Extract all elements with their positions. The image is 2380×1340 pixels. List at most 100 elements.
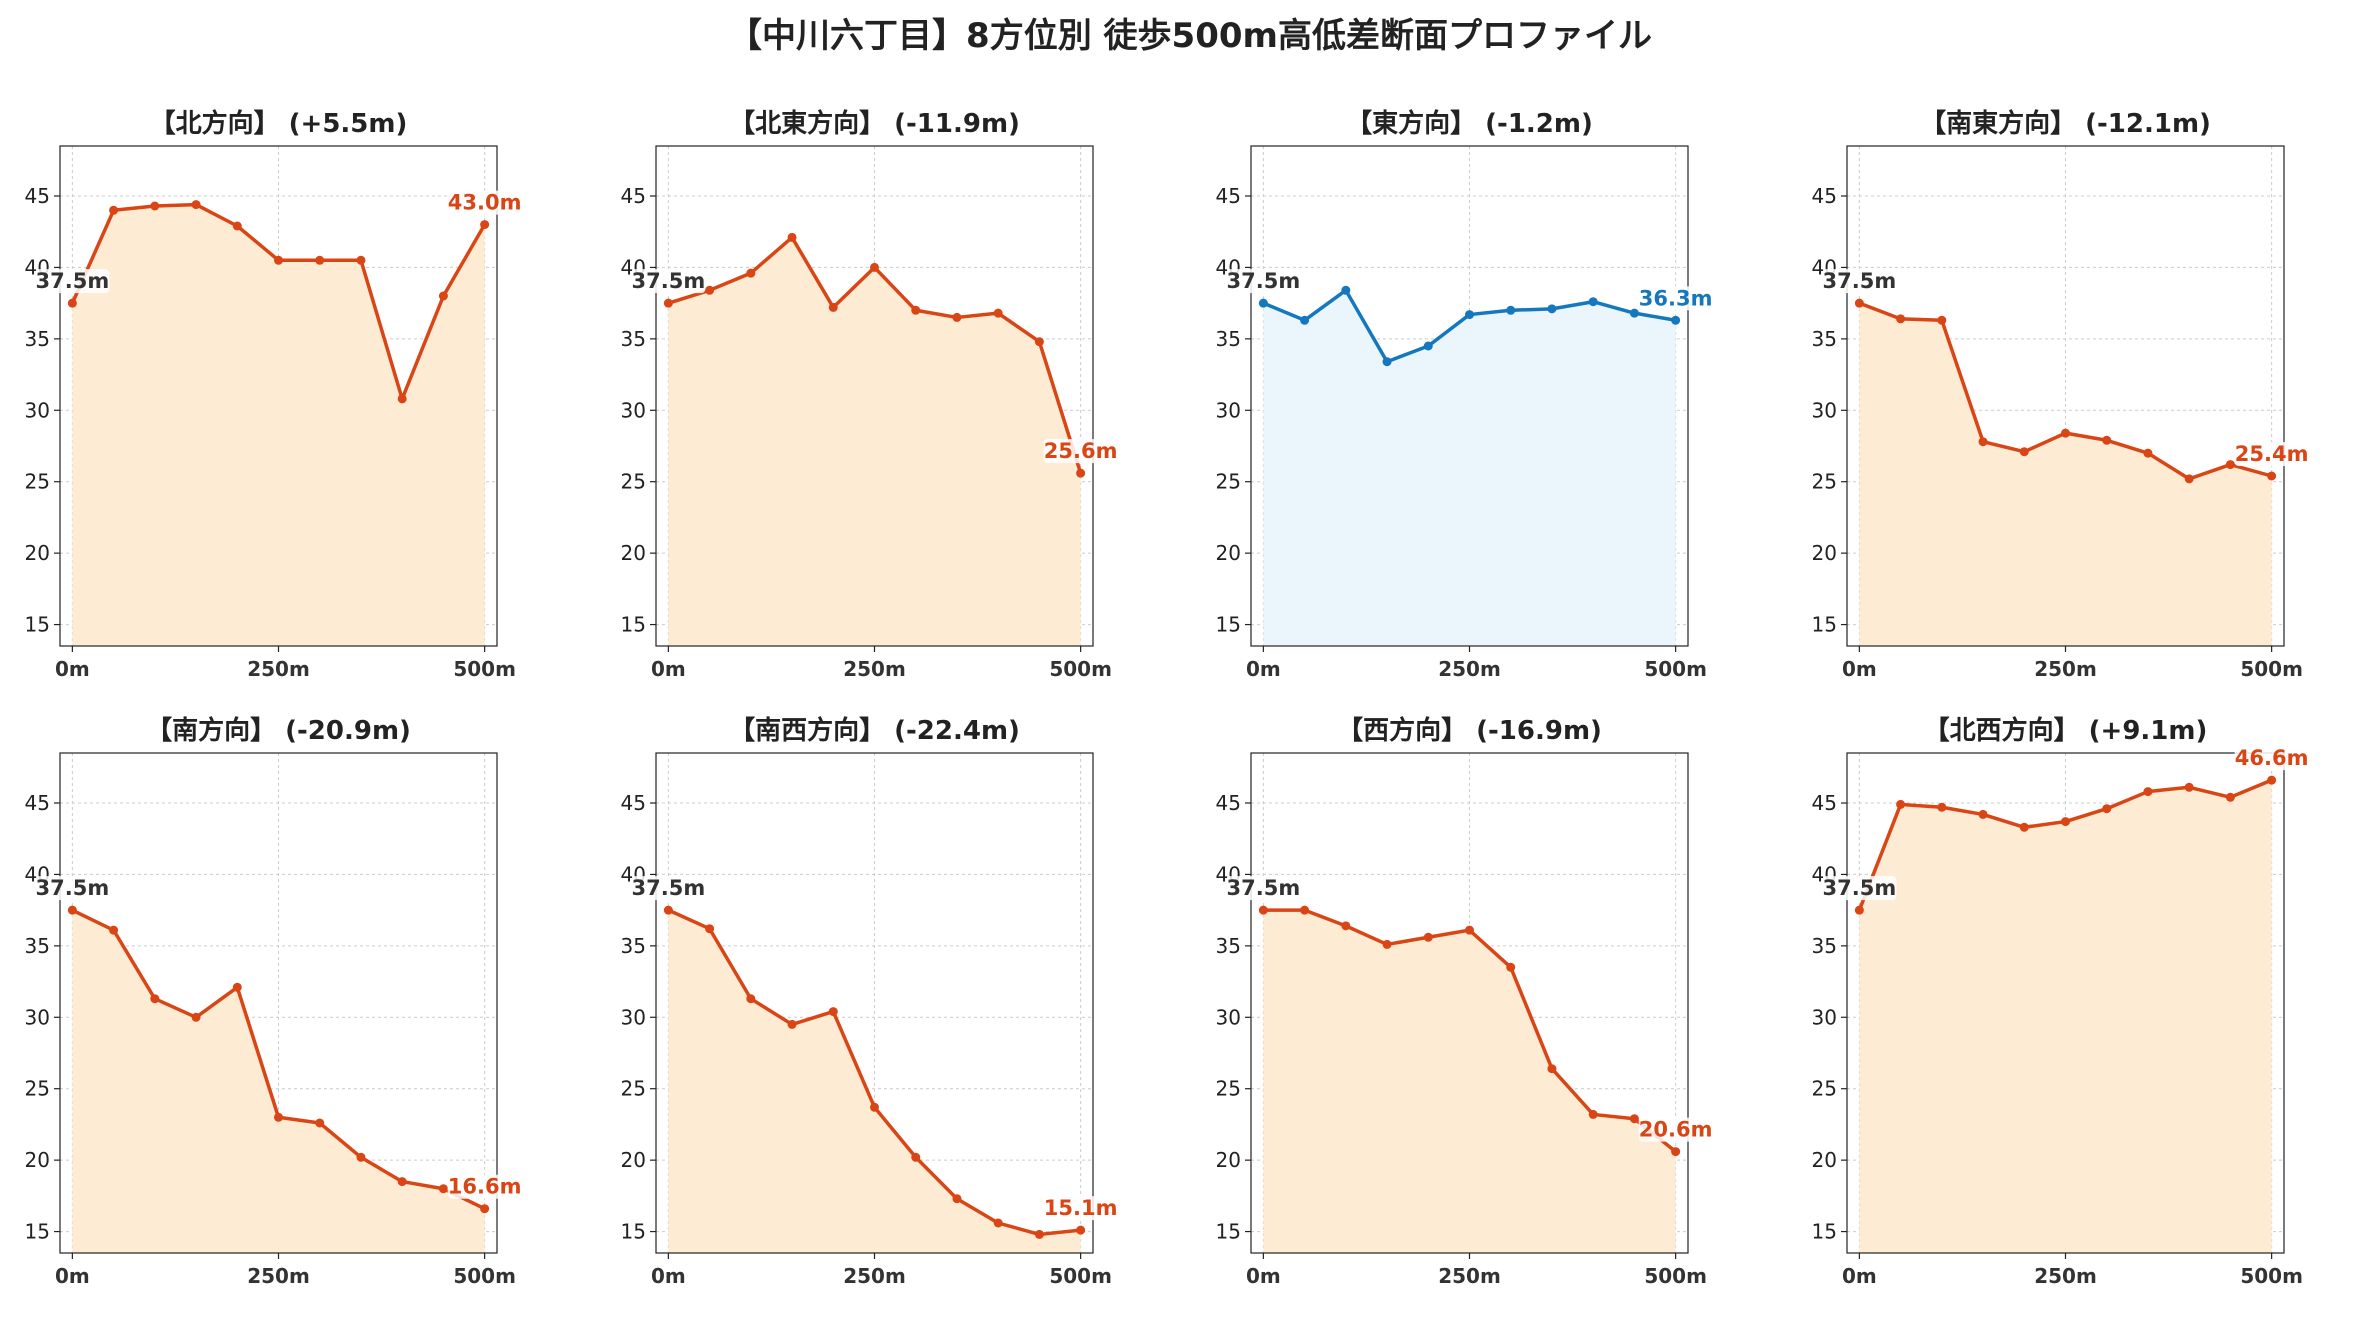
start-label: 37.5m	[36, 269, 110, 293]
y-tick-label: 35	[25, 327, 50, 351]
data-point	[109, 925, 119, 935]
data-point	[911, 305, 921, 315]
data-point	[1937, 802, 1947, 812]
y-tick-label: 20	[621, 541, 646, 565]
y-tick-label: 30	[1216, 398, 1241, 422]
start-label: 37.5m	[36, 876, 110, 900]
x-tick-label: 500m	[2240, 1264, 2303, 1288]
area-fill	[1263, 290, 1676, 646]
data-point	[1300, 315, 1310, 325]
data-point	[1423, 932, 1433, 942]
end-label-bg	[447, 1174, 522, 1199]
data-point	[993, 308, 1003, 318]
data-point	[1341, 285, 1351, 295]
panel-title: 【北方向】 (+5.5m)	[150, 108, 408, 139]
data-point	[1258, 905, 1268, 915]
data-point	[705, 924, 715, 934]
start-label-bg	[35, 876, 110, 901]
x-tick-label: 500m	[453, 657, 516, 681]
data-point	[438, 1184, 448, 1194]
data-point	[150, 201, 160, 211]
data-point	[1258, 298, 1268, 308]
data-point	[480, 1204, 490, 1214]
data-point	[1671, 315, 1681, 325]
y-tick-label: 20	[25, 541, 50, 565]
data-point	[1671, 1147, 1681, 1157]
y-tick-label: 45	[621, 791, 646, 815]
area-fill	[1859, 780, 2272, 1253]
panel-title: 【西方向】 (-16.9m)	[1337, 715, 1602, 746]
panel-title: 【東方向】 (-1.2m)	[1346, 108, 1593, 139]
end-label-bg	[1043, 439, 1118, 464]
data-point	[1854, 298, 1864, 308]
data-point	[1034, 1229, 1044, 1239]
panel-title: 【北東方向】 (-11.9m)	[729, 108, 1020, 139]
x-tick-label: 250m	[2034, 1264, 2097, 1288]
data-point	[1896, 799, 1906, 809]
panel-title: 【南西方向】 (-22.4m)	[729, 715, 1020, 746]
data-point	[1382, 357, 1392, 367]
end-label-bg	[2234, 746, 2309, 771]
y-tick-label: 45	[621, 184, 646, 208]
y-tick-label: 25	[621, 470, 646, 494]
data-point	[1937, 315, 1947, 325]
data-point	[1506, 962, 1516, 972]
start-label-bg	[631, 269, 706, 294]
y-tick-label: 45	[1216, 791, 1241, 815]
y-tick-label: 25	[1216, 1077, 1241, 1101]
data-point	[1076, 468, 1086, 478]
data-point	[397, 394, 407, 404]
x-tick-label: 500m	[1049, 657, 1112, 681]
end-label-bg	[447, 190, 522, 215]
data-point	[952, 312, 962, 322]
y-tick-label: 30	[1216, 1005, 1241, 1029]
y-tick-label: 15	[25, 1220, 50, 1244]
x-tick-label: 500m	[453, 1264, 516, 1288]
data-point	[705, 285, 715, 295]
data-point	[663, 298, 673, 308]
x-tick-label: 0m	[1246, 657, 1281, 681]
x-tick-label: 250m	[1438, 657, 1501, 681]
end-label: 36.3m	[1639, 286, 1713, 310]
data-point	[274, 1112, 283, 1122]
x-tick-label: 0m	[651, 657, 686, 681]
start-label: 37.5m	[1823, 269, 1897, 293]
y-tick-label: 15	[1812, 613, 1837, 637]
y-tick-label: 25	[25, 470, 50, 494]
y-tick-label: 20	[1812, 1148, 1837, 1172]
x-tick-label: 250m	[2034, 657, 2097, 681]
x-tick-label: 250m	[1438, 1264, 1501, 1288]
y-tick-label: 20	[1812, 541, 1837, 565]
data-point	[1300, 905, 1310, 915]
data-point	[1341, 921, 1351, 931]
data-point	[2184, 782, 2194, 792]
y-tick-label: 25	[621, 1077, 646, 1101]
data-point	[993, 1218, 1003, 1228]
end-label: 25.4m	[2235, 442, 2309, 466]
area-fill	[1859, 303, 2272, 646]
y-tick-label: 35	[621, 934, 646, 958]
end-label-bg	[1638, 1117, 1713, 1142]
y-tick-label: 35	[1216, 934, 1241, 958]
panel-title: 【南方向】 (-20.9m)	[146, 715, 411, 746]
end-label: 15.1m	[1044, 1196, 1118, 1220]
y-tick-label: 15	[621, 1220, 646, 1244]
data-point	[356, 255, 366, 265]
start-label-bg	[1226, 269, 1301, 294]
data-point	[2143, 448, 2153, 458]
data-point	[787, 1019, 797, 1029]
data-point	[828, 302, 838, 312]
end-label-bg	[1638, 286, 1713, 311]
area-fill	[668, 237, 1081, 646]
y-tick-label: 20	[621, 1148, 646, 1172]
data-point	[870, 262, 879, 272]
data-point	[315, 1118, 325, 1128]
data-point	[787, 232, 797, 242]
y-tick-label: 45	[1812, 791, 1837, 815]
data-point	[870, 1102, 879, 1112]
